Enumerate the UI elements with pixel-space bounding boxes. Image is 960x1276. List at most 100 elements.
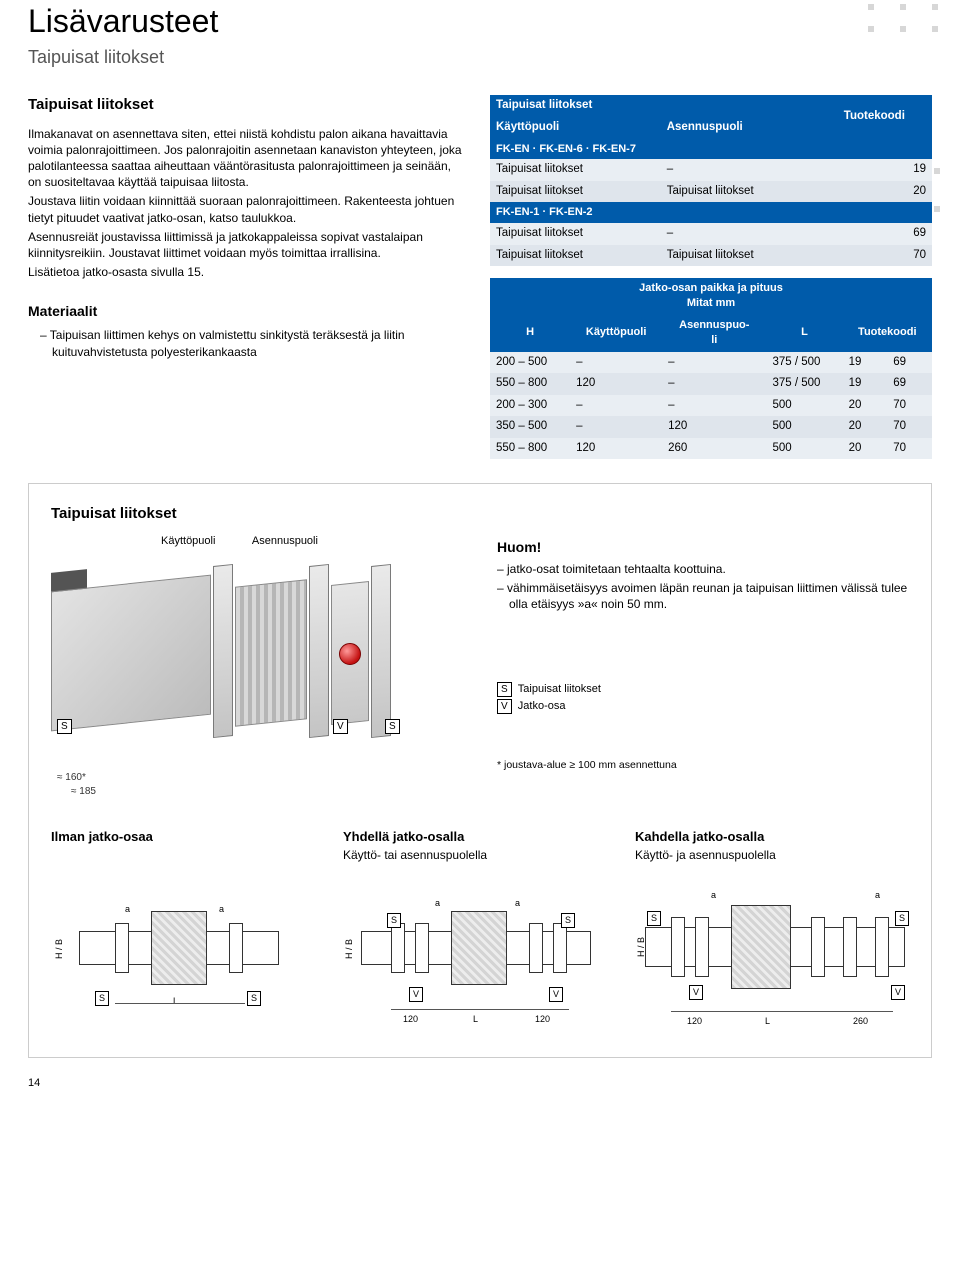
t2-h-tuote: Tuotekoodi [843, 314, 932, 352]
t1-cell: 69 [817, 223, 932, 245]
intro-p4: Lisätietoa jatko-osasta sivulla 15. [28, 264, 466, 280]
t1-empty [661, 95, 817, 117]
intro-text: Ilmakanavat on asennettava siten, ettei … [28, 126, 466, 281]
materials-heading: Materiaalit [28, 302, 466, 321]
intro-p3: Asennusreiät joustavissa liittimissä ja … [28, 229, 466, 261]
legend-label-v: Jatko-osa [518, 700, 566, 712]
t2-cell: 500 [766, 438, 842, 460]
diag1-heading: Ilman jatko-osaa [51, 828, 325, 846]
legend-label-s: Taipuisat liitokset [518, 683, 601, 695]
page-number: 14 [28, 1076, 932, 1091]
t2-cell: 200 – 500 [490, 352, 570, 374]
t2-cell: 69 [887, 373, 932, 395]
t2-cell: 69 [887, 352, 932, 374]
t2-cell: 70 [887, 395, 932, 417]
t1-cell: Taipuisat liitokset [490, 181, 661, 203]
t2-cell: 70 [887, 416, 932, 438]
t2-cell: – [662, 373, 766, 395]
measure-185: ≈ 185 [71, 785, 96, 799]
intro-heading: Taipuisat liitokset [28, 95, 466, 115]
sv-label: S [385, 719, 400, 734]
t1-col-kaytto: Käyttöpuoli [490, 117, 661, 139]
illus-label-kaytto: Käyttöpuoli [161, 535, 215, 547]
t1-group2: FK-EN-1 · FK-EN-2 [490, 202, 932, 223]
t2-h-H: H [490, 314, 570, 352]
t2-cell: 70 [887, 438, 932, 460]
t1-cell: Taipuisat liitokset [490, 245, 661, 267]
t2-cell: 500 [766, 395, 842, 417]
sv-label: V [333, 719, 348, 734]
intro-p1: Ilmakanavat on asennettava siten, ettei … [28, 126, 466, 191]
t2-cell: 120 [570, 438, 662, 460]
t1-cell: 70 [817, 245, 932, 267]
t2-cell: 500 [766, 416, 842, 438]
diagram-no-extension: Ilman jatko-osaa a a H / B S S L [51, 828, 325, 1033]
t2-cell: 260 [662, 438, 766, 460]
materials-item: – Taipuisan liittimen kehys on valmistet… [40, 327, 466, 359]
page-title: Lisävarusteet [28, 0, 932, 43]
page-subtitle: Taipuisat liitokset [28, 45, 932, 69]
t2-cell: 19 [843, 352, 888, 374]
t1-cell: Taipuisat liitokset [661, 245, 817, 267]
t2-h-asennus: Asennuspuo- li [662, 314, 766, 352]
t1-cell: Taipuisat liitokset [661, 181, 817, 203]
t2-cell: – [570, 416, 662, 438]
table-extension: H Käyttöpuoli Asennuspuo- li L Tuotekood… [490, 314, 932, 459]
diag1-sub [51, 847, 325, 863]
t2-cell: 550 – 800 [490, 438, 570, 460]
t1-cell: – [661, 159, 817, 181]
t2-cell: 20 [843, 416, 888, 438]
t1-cell: – [661, 223, 817, 245]
t1-group1: FK-EN · FK-EN-6 · FK-EN-7 [490, 139, 932, 160]
t2-cell: – [662, 395, 766, 417]
note-heading: Huom! [497, 538, 909, 557]
t2-cell: 120 [570, 373, 662, 395]
note-item: – vähimmäisetäisyys avoimen läpän reunan… [497, 580, 909, 612]
legend: S Taipuisat liitokset V Jatko-osa [497, 682, 909, 714]
diag3-sub: Käyttö- ja asennuspuolella [635, 847, 909, 863]
t1-cell: 19 [817, 159, 932, 181]
diag2-sub: Käyttö- tai asennuspuolella [343, 847, 617, 863]
decorative-dot [934, 168, 940, 174]
t1-cell: Taipuisat liitokset [490, 159, 661, 181]
illus-label-asennus: Asennuspuoli [252, 535, 318, 547]
t2-h-kaytto: Käyttöpuoli [570, 314, 662, 352]
footnote: * joustava-alue ≥ 100 mm asennettuna [497, 758, 909, 772]
diag2-heading: Yhdellä jatko-osalla [343, 828, 617, 846]
t2-cell: 550 – 800 [490, 373, 570, 395]
t2-cell: 19 [843, 373, 888, 395]
diag3-heading: Kahdella jatko-osalla [635, 828, 909, 846]
decorative-dots [868, 4, 940, 32]
t2-cell: – [570, 395, 662, 417]
t1-col-asennus: Asennuspuoli [661, 117, 817, 139]
diagram-one-extension: Yhdellä jatko-osalla Käyttö- tai asennus… [343, 828, 617, 1033]
panel-flex-connections: Taipuisat liitokset Käyttöpuoli Asennusp… [28, 483, 932, 1058]
t2-cell: – [570, 352, 662, 374]
table-flex-connections: Taipuisat liitokset Tuotekoodi Käyttöpuo… [490, 95, 932, 266]
t2-cell: 375 / 500 [766, 373, 842, 395]
t2-h-L: L [766, 314, 842, 352]
measure-160: ≈ 160* [57, 771, 96, 785]
note-item: – jatko-osat toimitetaan tehtaalta koott… [497, 561, 909, 577]
decorative-dot [934, 206, 940, 212]
t2-cell: 200 – 300 [490, 395, 570, 417]
intro-p2: Joustava liitin voidaan kiinnittää suora… [28, 193, 466, 225]
table2-caption: Jatko-osan paikka ja pituus Mitat mm [490, 278, 932, 314]
t1-cell: 20 [817, 181, 932, 203]
t1-col-tuote: Tuotekoodi [817, 95, 932, 138]
panel-heading: Taipuisat liitokset [51, 504, 909, 524]
sv-label: S [57, 719, 72, 734]
t1-cell: Taipuisat liitokset [490, 223, 661, 245]
materials-list: – Taipuisan liittimen kehys on valmistet… [28, 327, 466, 359]
t2-cell: 20 [843, 395, 888, 417]
legend-key-s: S [497, 682, 512, 697]
t2-cell: 120 [662, 416, 766, 438]
legend-key-v: V [497, 699, 512, 714]
t2-cell: 20 [843, 438, 888, 460]
illustration-3d: Käyttöpuoli Asennuspuoli S V S [51, 534, 471, 794]
t2-cell: – [662, 352, 766, 374]
t2-cell: 375 / 500 [766, 352, 842, 374]
diagram-two-extensions: Kahdella jatko-osalla Käyttö- ja asennus… [635, 828, 909, 1033]
t1-title: Taipuisat liitokset [490, 95, 661, 117]
t2-cell: 350 – 500 [490, 416, 570, 438]
